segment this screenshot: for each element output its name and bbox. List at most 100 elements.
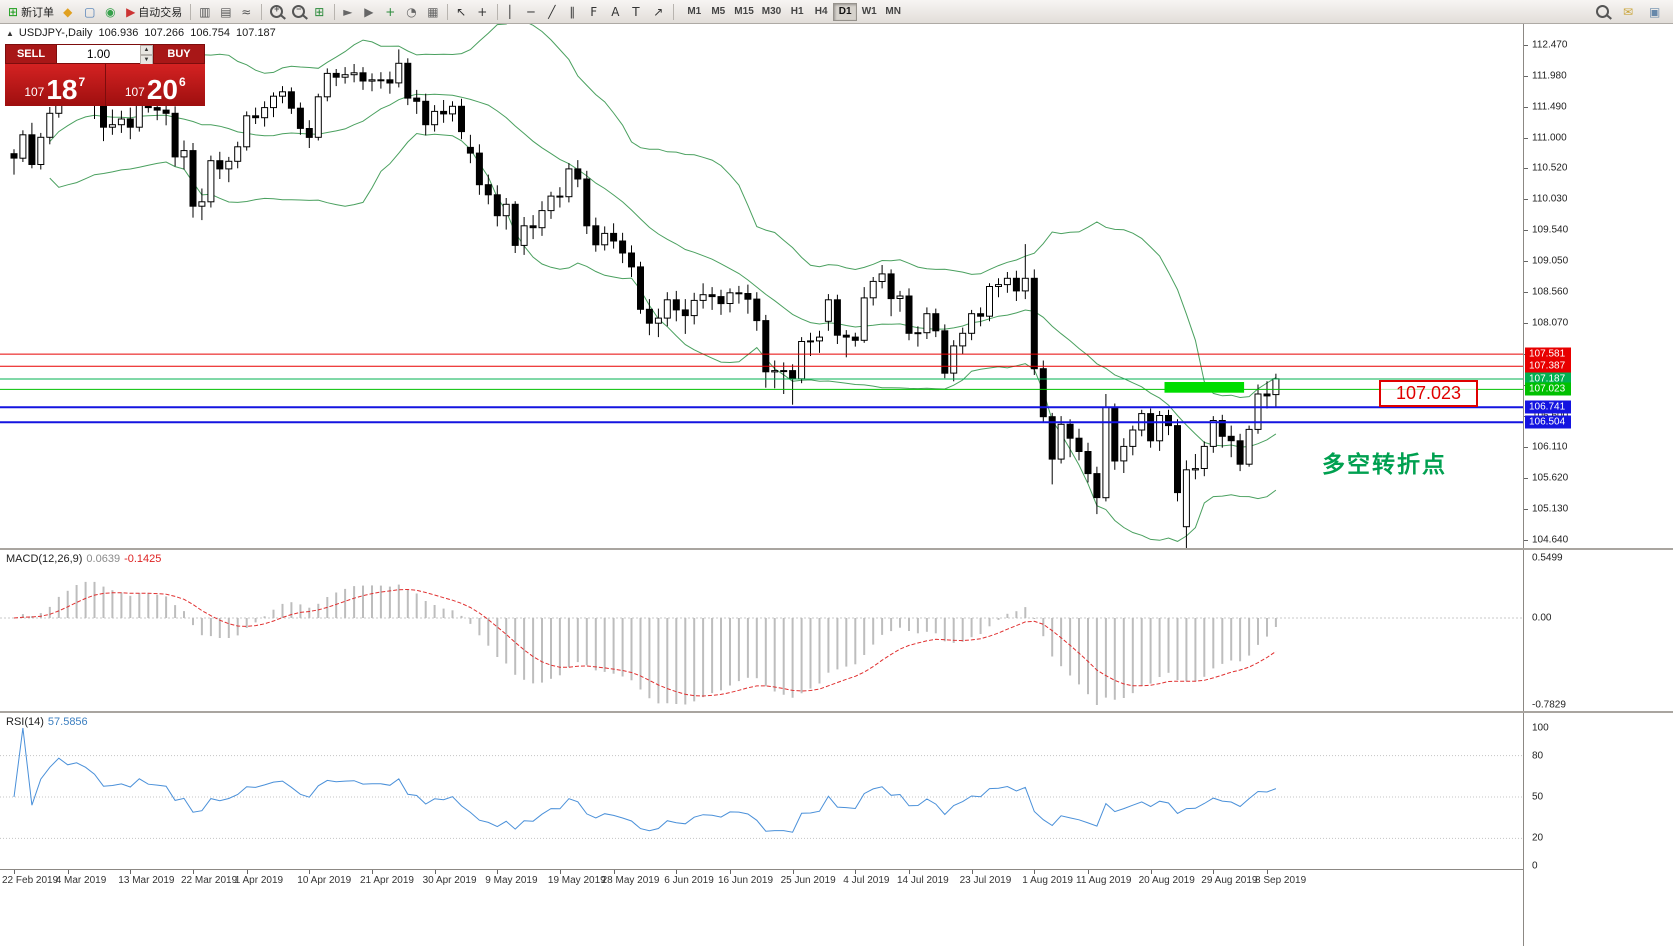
clock-icon: ◔	[406, 4, 417, 19]
horizontal-line-button[interactable]: ─	[523, 2, 543, 22]
price-tickmark	[1524, 292, 1528, 294]
main-chart[interactable]	[0, 24, 1523, 548]
volume-input[interactable]	[57, 45, 140, 63]
toolbar-separator	[673, 3, 675, 20]
candlestick-type-button[interactable]: ▤	[216, 2, 236, 22]
new-order-button-label: 新订单	[21, 6, 55, 19]
buy-price-sup: 6	[179, 75, 186, 89]
magnifier-minus-icon: −	[292, 4, 306, 18]
auto-scroll-button[interactable]: ►	[339, 2, 359, 22]
timeframe-h4-button[interactable]: H4	[809, 3, 833, 21]
sell-button[interactable]: SELL	[5, 44, 57, 64]
panel-splitter[interactable]	[0, 711, 1673, 713]
date-tickmark	[613, 870, 615, 874]
new-order-button[interactable]: ⊞ 新订单	[4, 2, 58, 22]
timeframe-m1-button[interactable]: M1	[682, 3, 706, 21]
price-annotation-box[interactable]: 107.023	[1379, 380, 1478, 407]
timeframe-h1-button[interactable]: H1	[785, 3, 809, 21]
candlestick-chart-icon: ▤	[220, 4, 232, 19]
chart-shift-button[interactable]: ▶	[360, 2, 380, 22]
toolbar-separator	[334, 3, 336, 20]
date-tickmark	[1150, 870, 1152, 874]
symbol-period-label: USDJPY-,Daily	[18, 27, 93, 39]
tile-windows-button[interactable]: ⊞	[310, 2, 330, 22]
new-order-icon: ⊞	[8, 4, 19, 19]
navigator-button[interactable]: ◉	[101, 2, 121, 22]
timeframe-m5-button[interactable]: M5	[706, 3, 730, 21]
date-label: 19 May 2019	[547, 875, 606, 886]
turning-point-note[interactable]: 多空转折点	[1322, 451, 1447, 477]
macd-panel[interactable]	[0, 550, 1523, 711]
data-window-button[interactable]: ▢	[80, 2, 100, 22]
fibonacci-button[interactable]: F	[586, 2, 606, 22]
templates-button[interactable]: ▦	[423, 2, 443, 22]
date-tickmark	[792, 870, 794, 874]
timeframe-bar: M1 M5 M15 M30 H1 H4 D1 W1 MN	[682, 2, 905, 21]
rsi-label: RSI(14) 57.5856	[6, 716, 88, 728]
cursor-button[interactable]: ↖	[452, 2, 472, 22]
date-label: 4 Jul 2019	[843, 875, 890, 886]
periods-button[interactable]: ◔	[402, 2, 422, 22]
price-tick-label: 109.540	[1532, 224, 1569, 236]
timeframe-d1-button[interactable]: D1	[833, 2, 858, 21]
market-watch-button[interactable]: ◆	[59, 2, 79, 22]
sell-price-button[interactable]: 107 18 7	[5, 64, 106, 106]
timeframe-m30-button[interactable]: M30	[758, 3, 785, 21]
price-tickmark	[1524, 168, 1528, 170]
macd-name: MACD(12,26,9)	[6, 553, 83, 565]
line-chart-type-button[interactable]: ≈	[237, 2, 257, 22]
zoom-out-button[interactable]: −	[288, 2, 309, 22]
price-tick-label: 112.470	[1532, 39, 1568, 51]
date-label: 9 May 2019	[485, 875, 538, 886]
trade-panel-toggle-icon[interactable]: ▲	[6, 29, 14, 38]
community-button[interactable]: ✉	[1619, 2, 1639, 22]
macd-signal-value: -0.1425	[124, 553, 162, 565]
vertical-line-icon: │	[506, 4, 514, 19]
date-tickmark	[1034, 870, 1036, 874]
price-tickmark	[1524, 107, 1528, 108]
date-label: 8 Sep 2019	[1255, 875, 1307, 886]
ohlc-low: 106.754	[190, 27, 230, 39]
panel-splitter[interactable]	[0, 548, 1673, 550]
timeframe-w1-button[interactable]: W1	[857, 3, 881, 21]
shapes-button[interactable]: ↗	[649, 2, 669, 22]
chat-button[interactable]: ▣	[1645, 2, 1665, 22]
macd-label: MACD(12,26,9) 0.0639 -0.1425	[6, 553, 161, 565]
search-button[interactable]	[1592, 2, 1613, 22]
date-label: 10 Apr 2019	[297, 875, 352, 886]
rsi-panel[interactable]	[0, 713, 1523, 869]
auto-scroll-icon: ►	[343, 4, 353, 19]
buy-button[interactable]: BUY	[153, 44, 205, 64]
templates-icon: ▦	[427, 4, 439, 19]
price-axis: 112.470 111.980 111.490 111.000 110.520 110.0…	[1523, 24, 1673, 946]
sell-price-prefix: 107	[24, 85, 45, 99]
date-tickmark	[1213, 870, 1215, 874]
volume-spinner: ▲ ▼	[140, 45, 153, 65]
vertical-line-button[interactable]: │	[502, 2, 522, 22]
timeframe-m15-button[interactable]: M15	[730, 3, 757, 21]
timeframe-mn-button[interactable]: MN	[881, 3, 905, 21]
volume-control: ▲ ▼	[57, 44, 153, 65]
date-tickmark	[909, 870, 910, 874]
autotrading-button-label: 自动交易	[138, 6, 183, 19]
price-level-tag: 107.387	[1525, 359, 1571, 373]
date-label: 16 Jun 2019	[718, 875, 774, 886]
text-button[interactable]: A	[607, 2, 627, 22]
buy-price-button[interactable]: 107 20 6	[105, 64, 205, 106]
horizontal-line-icon: ─	[527, 4, 535, 19]
autotrading-button[interactable]: ▶ 自动交易	[122, 2, 186, 22]
label-button[interactable]: T	[628, 2, 648, 22]
volume-up-button[interactable]: ▲	[140, 45, 153, 55]
date-tickmark	[130, 870, 132, 874]
bar-chart-type-button[interactable]: ▥	[195, 2, 215, 22]
date-label: 21 Apr 2019	[360, 875, 414, 886]
zoom-in-button[interactable]: +	[266, 2, 287, 22]
cursor-icon: ↖	[456, 4, 467, 19]
crosshair-button[interactable]: +	[473, 2, 493, 22]
price-level-tag: 106.504	[1525, 415, 1571, 429]
indicators-button[interactable]: +	[381, 2, 401, 22]
date-label: 25 Jun 2019	[780, 875, 836, 886]
trendline-button[interactable]: ╱	[544, 2, 564, 22]
price-tickmark	[1524, 76, 1528, 77]
channel-button[interactable]: ∥	[565, 2, 585, 22]
